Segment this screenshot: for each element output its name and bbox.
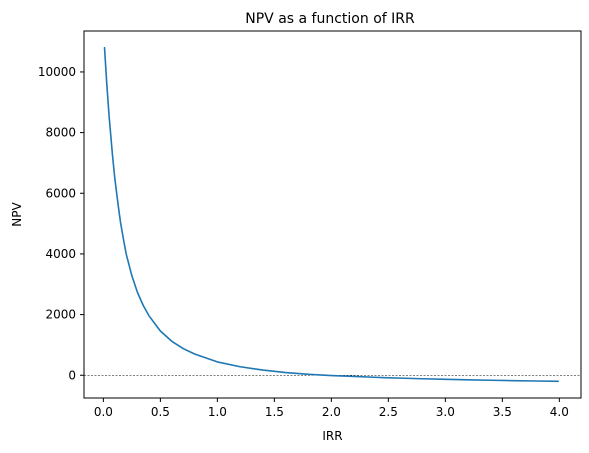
x-tick-label: 2.0: [322, 405, 341, 419]
x-tick-label: 1.0: [208, 405, 227, 419]
axis-ticks: 0.0 0.5 1.0 1.5 2.0 2.5 3.0 3.5 4.0 0 2000 4000 6000…: [38, 65, 569, 419]
x-tick-label: 0.0: [94, 405, 113, 419]
x-tick-label: 3.5: [493, 405, 512, 419]
x-tick-label: 1.5: [265, 405, 284, 419]
y-tick-label: 10000: [38, 65, 76, 79]
y-tick-label: 4000: [45, 247, 76, 261]
plot-frame: [83, 30, 582, 399]
x-tick-label: 3.0: [436, 405, 455, 419]
x-tick-label: 0.5: [151, 405, 170, 419]
y-tick-label: 8000: [45, 126, 76, 140]
y-tick-label: 2000: [45, 308, 76, 322]
npv-series-line-0: [103, 46, 559, 383]
chart-title: NPV as a function of IRR: [245, 11, 415, 27]
y-axis-label: NPV: [10, 201, 24, 226]
plot-area: [84, 46, 581, 383]
x-tick-label: 2.5: [379, 405, 398, 419]
x-tick-label: 4.0: [550, 405, 569, 419]
y-tick-label: 6000: [45, 186, 76, 200]
x-axis-label: IRR: [322, 429, 342, 443]
y-tick-label: 0: [68, 368, 76, 382]
